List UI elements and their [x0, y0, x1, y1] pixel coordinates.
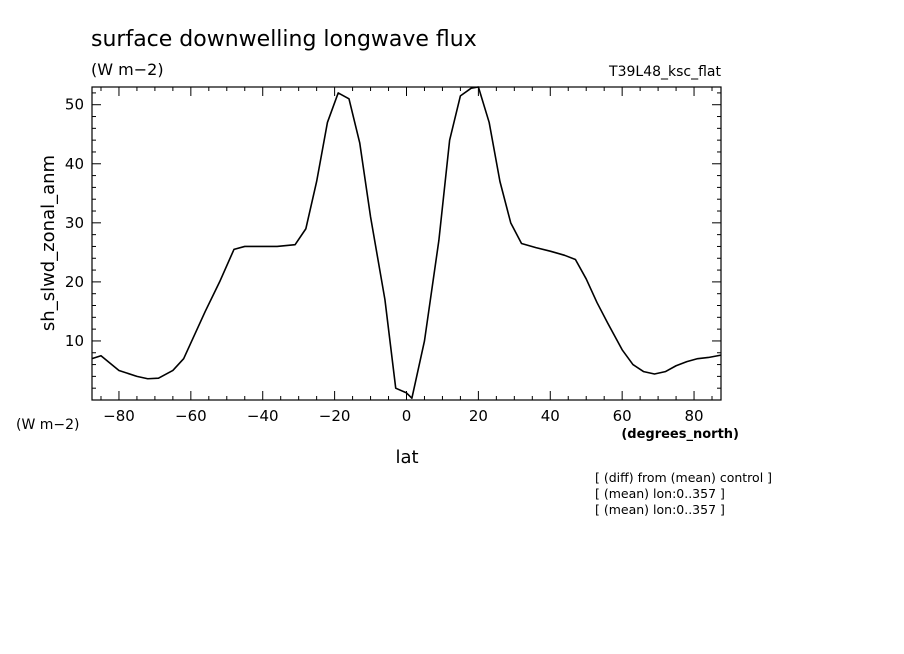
- x-axis-label: lat: [395, 447, 418, 468]
- y-tick-label: 40: [65, 155, 84, 173]
- title-units: (W m−2): [91, 60, 164, 79]
- x-tick-label: −60: [175, 407, 207, 425]
- x-tick-label: 0: [402, 407, 412, 425]
- note-line-1: [ (diff) from (mean) control ]: [595, 470, 772, 485]
- y-tick-label: 30: [65, 214, 84, 232]
- x-tick-label: 80: [684, 407, 703, 425]
- y-tick-label: 50: [65, 96, 84, 114]
- axis-ticks: [92, 87, 721, 400]
- x-tick-label: −20: [319, 407, 351, 425]
- x-tick-label: 60: [613, 407, 632, 425]
- y-tick-labels: 10 20 30 40 50: [65, 96, 84, 350]
- note-line-3: [ (mean) lon:0..357 ]: [595, 502, 725, 517]
- chart-title: surface downwelling longwave flux: [91, 27, 477, 52]
- y-axis-label: sh_slwd_zonal_anm: [38, 155, 59, 331]
- x-tick-label: 40: [541, 407, 560, 425]
- y-tick-label: 10: [65, 332, 84, 350]
- x-tick-label: −80: [103, 407, 135, 425]
- series-line: [91, 86, 722, 400]
- run-label: T39L48_ksc_flat: [608, 64, 721, 80]
- x-units-label: (degrees_north): [621, 427, 739, 442]
- y-tick-label: 20: [65, 273, 84, 291]
- x-tick-label: −40: [247, 407, 279, 425]
- x-tick-label: 20: [469, 407, 488, 425]
- x-tick-labels: −80 −60 −40 −20 0 20 40 60 80: [103, 407, 703, 425]
- note-line-2: [ (mean) lon:0..357 ]: [595, 486, 725, 501]
- y-units-label: (W m−2): [16, 417, 80, 433]
